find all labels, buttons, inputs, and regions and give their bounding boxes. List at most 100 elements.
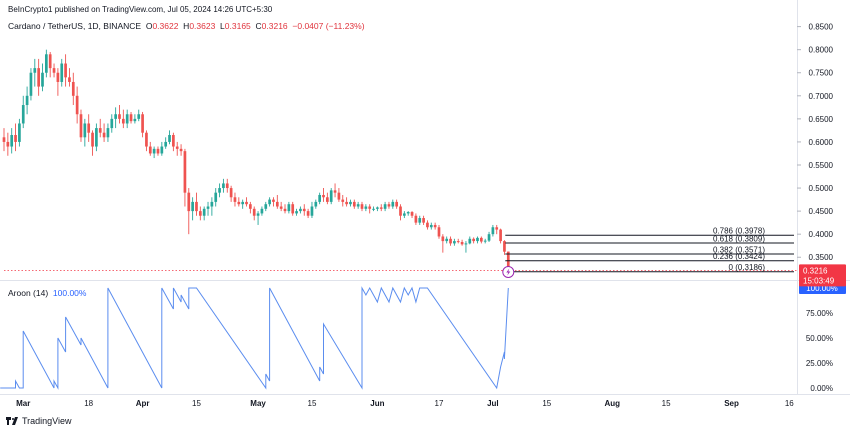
time-axis-tick-label: 15 bbox=[542, 399, 551, 408]
candle-body bbox=[426, 222, 429, 228]
candle-body bbox=[360, 204, 364, 209]
time-axis-tick-label: 16 bbox=[785, 399, 794, 408]
time-axis-tick-label: Mar bbox=[16, 399, 30, 408]
candle-body bbox=[187, 192, 191, 212]
candle-body bbox=[56, 72, 60, 82]
indicator-legend: Aroon (14) 100.00% bbox=[8, 288, 86, 298]
candle-body bbox=[37, 68, 40, 87]
ohlc-open: 0.3622 bbox=[152, 21, 179, 31]
candle-body bbox=[410, 212, 414, 216]
time-axis-tick-label: Aug bbox=[604, 399, 620, 408]
candle-body bbox=[379, 207, 383, 209]
price-axis-tick-label: 0.5500 bbox=[809, 161, 834, 170]
candle-body bbox=[233, 197, 237, 202]
candle-body bbox=[252, 208, 256, 216]
candle-body bbox=[218, 188, 221, 193]
candle-body bbox=[464, 243, 468, 245]
candle-body bbox=[472, 238, 475, 242]
candle-body bbox=[453, 241, 456, 244]
candle-body bbox=[383, 204, 387, 209]
candle-body bbox=[345, 201, 348, 205]
time-axis-tick-label: Apr bbox=[136, 399, 150, 408]
indicator-name: Aroon (14) bbox=[8, 288, 49, 298]
candle-body bbox=[287, 204, 291, 212]
candle-body bbox=[179, 148, 183, 152]
last-price-tag bbox=[799, 264, 846, 287]
ohlc-close-label: C bbox=[255, 21, 262, 31]
candle-body bbox=[460, 242, 464, 245]
tradingview-brand: TradingView bbox=[22, 416, 72, 426]
candle-body bbox=[495, 227, 499, 230]
candle-body bbox=[395, 201, 398, 207]
candle-body bbox=[241, 201, 245, 205]
candle-body bbox=[106, 128, 110, 138]
candle-body bbox=[356, 204, 360, 207]
candle-body bbox=[87, 123, 91, 133]
candle-body bbox=[95, 128, 98, 147]
symbol-ohlc-legend: Cardano / TetherUS, 1D, BINANCE O0.3622 … bbox=[8, 21, 365, 31]
time-axis-tick-label: 15 bbox=[308, 399, 317, 408]
aroon-line bbox=[0, 286, 509, 390]
candle-body bbox=[376, 207, 379, 209]
tradingview-logo-icon bbox=[6, 417, 18, 425]
time-axis-tick-label: 18 bbox=[84, 399, 93, 408]
candle-body bbox=[306, 211, 310, 216]
price-axis-tick-label: 0.4500 bbox=[809, 207, 834, 216]
candle-body bbox=[372, 208, 375, 210]
candle-body bbox=[206, 206, 210, 209]
candle-body bbox=[198, 211, 202, 216]
time-axis-tick-label: 17 bbox=[435, 399, 444, 408]
candle-body bbox=[249, 204, 252, 209]
time-axis-tick-label: 15 bbox=[192, 399, 201, 408]
candle-body bbox=[229, 188, 233, 198]
candle-body bbox=[441, 236, 445, 242]
candle-body bbox=[214, 192, 218, 202]
candle-body bbox=[310, 206, 314, 216]
candle-body bbox=[268, 199, 271, 205]
aroon-axis-tick-label: 50.00% bbox=[806, 334, 833, 343]
candle-body bbox=[387, 204, 391, 207]
candle-body bbox=[299, 208, 302, 212]
candle-body bbox=[79, 114, 83, 138]
candle-body bbox=[2, 137, 6, 142]
candle-body bbox=[141, 114, 144, 133]
candle-body bbox=[333, 190, 337, 193]
candle-body bbox=[279, 206, 283, 209]
candle-body bbox=[487, 234, 491, 241]
candle-body bbox=[33, 68, 37, 73]
candle-body bbox=[399, 206, 402, 216]
time-axis-tick-label: 15 bbox=[662, 399, 671, 408]
candle-body bbox=[272, 199, 275, 202]
candle-body bbox=[202, 208, 206, 216]
candle-body bbox=[275, 201, 279, 207]
candle-body bbox=[137, 114, 141, 119]
fib-level-label: 0.382 (0.3571) bbox=[713, 245, 765, 254]
fib-level-label: 0.618 (0.3809) bbox=[713, 234, 765, 243]
candle-body bbox=[260, 208, 264, 214]
candle-body bbox=[133, 118, 137, 122]
candle-body bbox=[283, 208, 287, 212]
candle-body bbox=[191, 201, 194, 212]
candle-body bbox=[391, 201, 395, 207]
candle-body bbox=[437, 227, 441, 237]
lightning-glyph bbox=[506, 268, 511, 276]
candle-body bbox=[21, 105, 25, 124]
aroon-axis-tick-label: 25.00% bbox=[806, 359, 833, 368]
time-axis-tick-label: Sep bbox=[724, 399, 739, 408]
candle-body bbox=[314, 201, 318, 207]
candle-body bbox=[456, 241, 460, 243]
ohlc-change: −0.0407 (−11.23%) bbox=[292, 21, 365, 31]
candle-body bbox=[168, 135, 171, 142]
candle-body bbox=[503, 241, 506, 252]
last-price-tag-countdown: 15:03:49 bbox=[803, 276, 835, 285]
candle-body bbox=[125, 114, 129, 124]
candle-body bbox=[121, 118, 125, 124]
candle-body bbox=[18, 123, 21, 142]
candle-body bbox=[60, 63, 64, 82]
candle-body bbox=[48, 54, 52, 69]
candle-body bbox=[352, 201, 356, 207]
candle-body bbox=[156, 148, 160, 154]
candle-body bbox=[291, 204, 295, 214]
candle-body bbox=[499, 229, 502, 242]
